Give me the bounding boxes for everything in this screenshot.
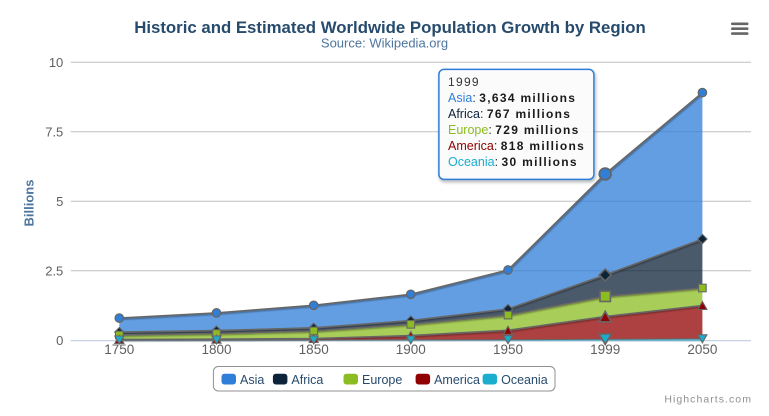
svg-text:Highcharts.com: Highcharts.com	[664, 394, 752, 406]
svg-text:Source: Wikipedia.org: Source: Wikipedia.org	[321, 35, 448, 50]
svg-text:America: 818 millions: America: 818 millions	[448, 139, 585, 153]
svg-text:2050: 2050	[687, 342, 717, 357]
svg-text:1750: 1750	[104, 342, 134, 357]
svg-text:7.5: 7.5	[45, 125, 63, 140]
svg-text:Europe: Europe	[362, 373, 402, 387]
svg-text:1999: 1999	[448, 75, 480, 89]
svg-text:1950: 1950	[493, 342, 523, 357]
svg-text:2.5: 2.5	[45, 264, 63, 279]
svg-text:America: America	[434, 373, 480, 387]
svg-text:Europe: 729 millions: Europe: 729 millions	[448, 123, 580, 137]
svg-text:Oceania: 30 millions: Oceania: 30 millions	[448, 155, 578, 169]
svg-text:5: 5	[56, 194, 63, 209]
svg-text:Africa: 767 millions: Africa: 767 millions	[448, 107, 571, 121]
svg-text:1900: 1900	[396, 342, 426, 357]
svg-text:Asia: Asia	[240, 373, 264, 387]
svg-text:Asia: 3,634 millions: Asia: 3,634 millions	[448, 91, 576, 105]
svg-text:1800: 1800	[201, 342, 231, 357]
svg-text:10: 10	[49, 55, 63, 70]
svg-text:0: 0	[56, 333, 63, 348]
svg-text:Historic and Estimated Worldwi: Historic and Estimated Worldwide Populat…	[134, 18, 646, 37]
svg-text:1999: 1999	[590, 342, 620, 357]
svg-text:Billions: Billions	[22, 180, 37, 227]
svg-text:1850: 1850	[299, 342, 329, 357]
svg-text:Africa: Africa	[291, 373, 323, 387]
svg-text:Oceania: Oceania	[501, 373, 548, 387]
